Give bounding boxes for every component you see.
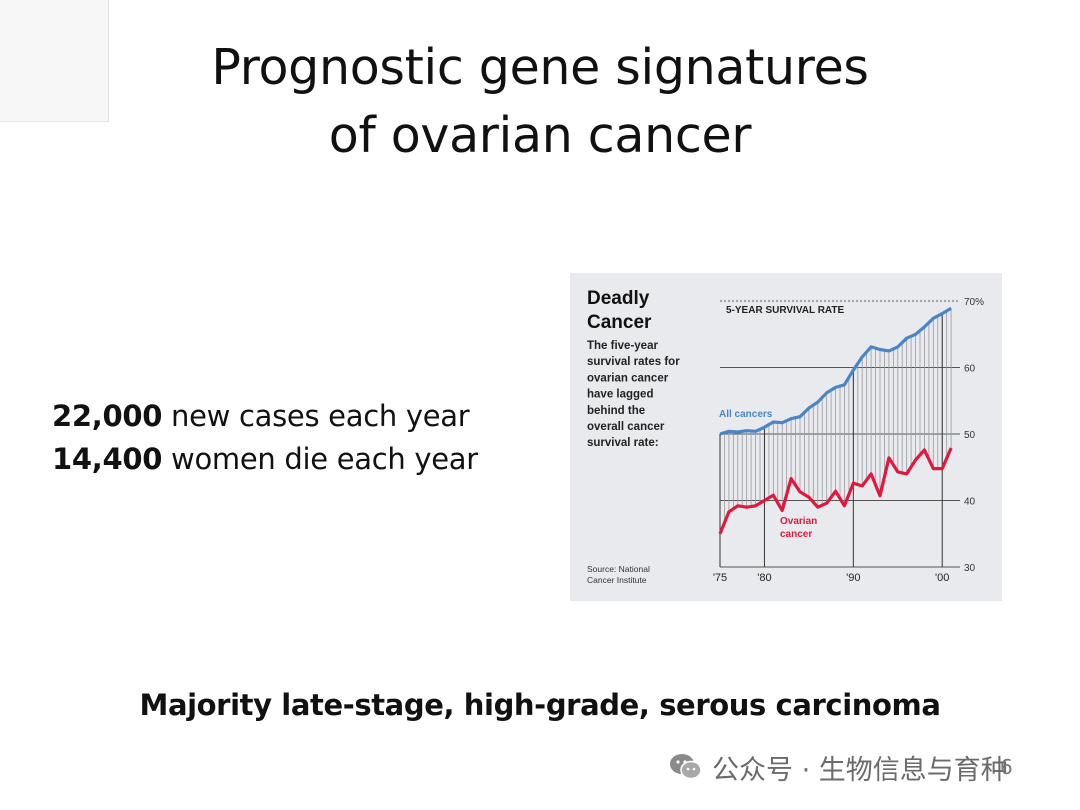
stat-new-cases-text: new cases each year (162, 399, 470, 433)
chart-description-line: survival rate: (587, 437, 659, 449)
series-label-ovarian-cancer: cancer (780, 529, 812, 540)
y-tick-label-50: 50 (964, 430, 976, 441)
y-tick-label-30: 30 (964, 563, 976, 574)
stat-new-cases: 22,000 new cases each year (52, 395, 478, 438)
chart-canvas: 70% 60 50 40 30 '75 '80 '90 '00 All cancers Ovaria… (587, 288, 984, 585)
chart-description-line: ovarian cancer (587, 372, 669, 384)
slide-title-line-2: of ovarian cancer (328, 107, 752, 164)
chart-description-line: have lagged (587, 389, 653, 401)
slide-title-line-1: Prognostic gene signatures (211, 39, 869, 96)
series-line-all-cancers (719, 306, 952, 436)
chart-title: Deadly (587, 288, 650, 309)
x-tick-label: '80 (757, 572, 771, 584)
series-label-ovarian-cancer: Ovarian (780, 516, 817, 527)
y-tick-label-60: 60 (964, 364, 976, 375)
chart-source-line: Cancer Institute (587, 575, 647, 585)
chart-description-line: behind the (587, 405, 645, 417)
stat-deaths: 14,400 women die each year (52, 438, 478, 481)
chart-description-line: The five-year (587, 340, 658, 352)
x-tick-label: '75 (713, 572, 727, 584)
y-tick-label-40: 40 (964, 497, 976, 508)
footer-statement: Majority late-stage, high-grade, serous … (139, 688, 941, 722)
chart-source-line: Source: National (587, 564, 650, 574)
wechat-icon (670, 754, 702, 780)
x-tick-label: '90 (846, 572, 860, 584)
slide-title: Prognostic gene signatures of ovarian ca… (0, 34, 1080, 170)
stat-deaths-number: 14,400 (52, 442, 163, 476)
survival-rate-chart: 70% 60 50 40 30 '75 '80 '90 '00 All cancers Ovaria… (570, 273, 1002, 601)
series-line-ovarian-cancer (718, 447, 953, 535)
x-tick-label: '00 (935, 572, 949, 584)
page-number: 6 (1000, 755, 1013, 779)
corner-placeholder (0, 0, 109, 122)
stat-new-cases-number: 22,000 (52, 399, 163, 433)
chart-description-line: overall cancer (587, 421, 665, 433)
y-tick-label-70: 70% (964, 297, 984, 308)
series-label-all-cancers: All cancers (719, 409, 773, 420)
chart-description-line: survival rates for (587, 356, 680, 368)
statistics-block: 22,000 new cases each year 14,400 women … (52, 395, 478, 481)
chart-title: Cancer (587, 312, 652, 333)
chart-subtitle: 5-YEAR SURVIVAL RATE (726, 305, 844, 316)
watermark-text: 公众号 · 生物信息与育种 (712, 754, 1008, 786)
stat-deaths-text: women die each year (162, 442, 478, 476)
wechat-watermark: 公众号 · 生物信息与育种 (668, 749, 1008, 786)
